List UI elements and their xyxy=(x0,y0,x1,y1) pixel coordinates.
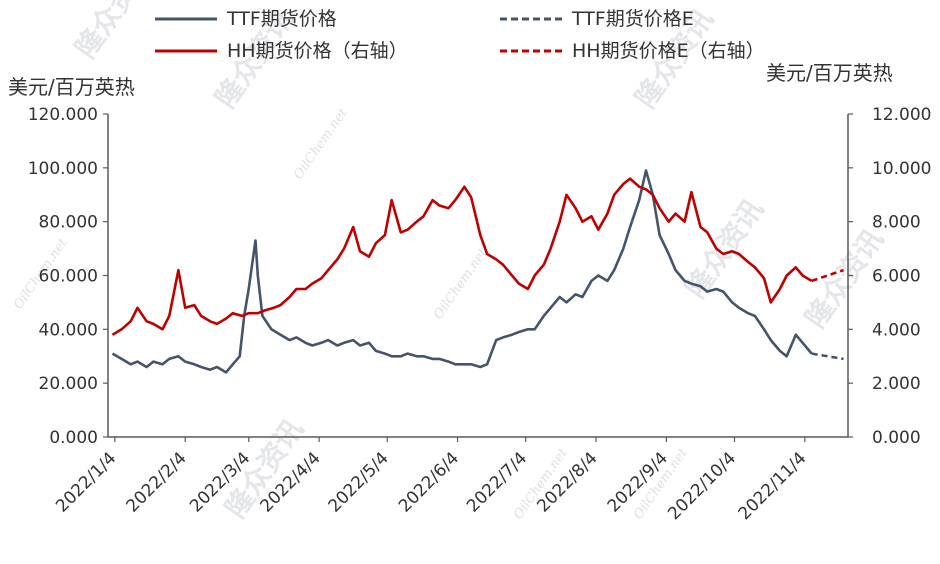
left-tick-label: 100.000 xyxy=(28,159,98,179)
series-layer xyxy=(111,169,844,374)
right-tick-label: 12.000 xyxy=(872,105,931,125)
right-tick-label: 4.000 xyxy=(872,320,921,340)
x-tick-label: 2022/2/4 xyxy=(123,448,191,516)
right-tick-label: 10.000 xyxy=(872,159,931,179)
legend: TTF期货价格 TTF期货价格E HH期货价格（右轴） HH期货价格E（右轴） xyxy=(155,8,765,62)
legend-label: HH期货价格（右轴） xyxy=(227,40,408,62)
series-line xyxy=(111,177,813,336)
left-tick-label: 0.000 xyxy=(49,428,98,448)
left-tick-label: 40.000 xyxy=(39,320,98,340)
watermark-text: OilChem.net xyxy=(431,245,491,322)
x-tick-label: 2022/11/4 xyxy=(735,448,811,524)
series-line xyxy=(811,268,844,283)
right-tick-label: 8.000 xyxy=(872,213,921,233)
series-line xyxy=(811,352,844,361)
right-tick-label: 6.000 xyxy=(872,267,921,287)
legend-label: TTF期货价格 xyxy=(226,8,337,30)
x-tick-label: 2022/6/4 xyxy=(395,448,463,516)
watermark-text: 隆众资讯 xyxy=(679,193,770,304)
right-tick-label: 2.000 xyxy=(872,374,921,394)
left-tick-label: 60.000 xyxy=(39,267,98,287)
watermark-text: OilChem.net xyxy=(291,105,351,182)
left-tick-label: 20.000 xyxy=(39,374,98,394)
x-tick-label: 2022/1/4 xyxy=(52,448,120,516)
legend-label: HH期货价格E（右轴） xyxy=(572,40,765,62)
watermarks: 隆众资讯OilChem.net隆众资讯OilChem.net隆众资讯OilChe… xyxy=(11,0,890,524)
right-axis-unit: 美元/百万英热 xyxy=(766,61,893,85)
axes: 0.000 20.000 40.000 60.000 80.000 100.000 120.… xyxy=(28,105,932,524)
left-tick-label: 80.000 xyxy=(39,213,98,233)
left-axis-unit: 美元/百万英热 xyxy=(8,75,135,99)
x-tick-label: 2022/5/4 xyxy=(325,448,393,516)
watermark-text: 隆众资讯 xyxy=(69,0,160,64)
right-tick-label: 0.000 xyxy=(872,428,921,448)
legend-label: TTF期货价格E xyxy=(571,8,694,30)
series-line xyxy=(111,169,813,374)
left-tick-label: 120.000 xyxy=(28,105,98,125)
